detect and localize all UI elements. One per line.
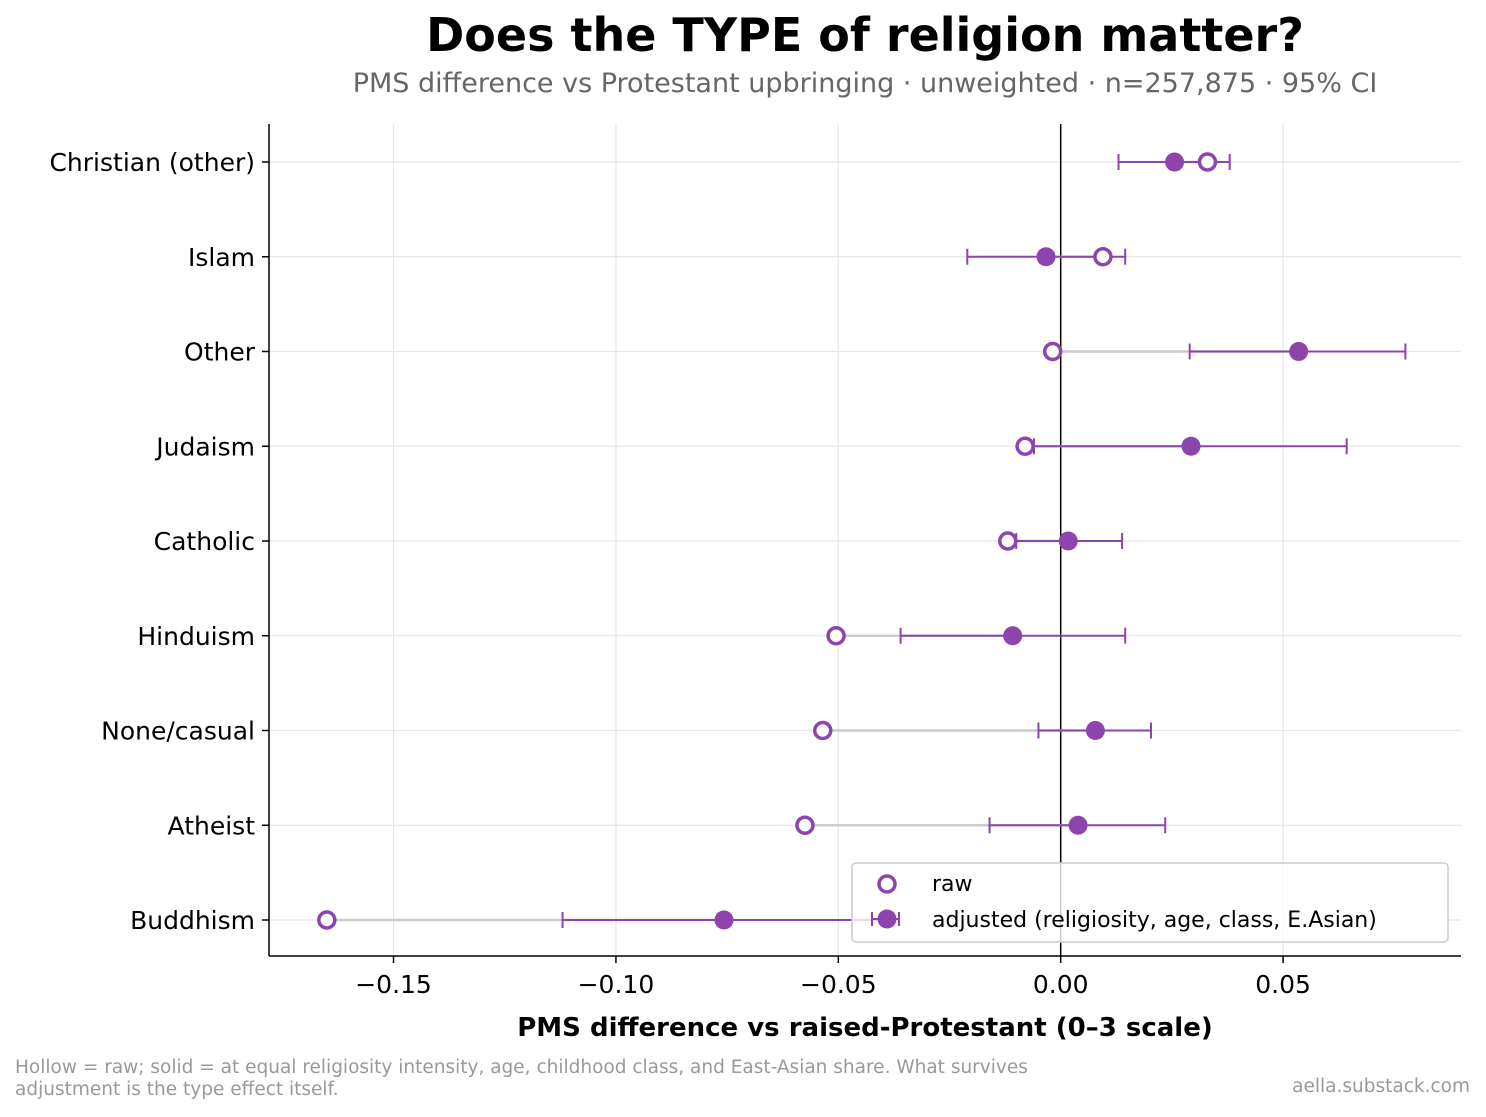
- x-axis-label: PMS difference vs raised-Protestant (0–3…: [517, 1013, 1212, 1043]
- y-tick-label-hinduism: Hinduism: [137, 622, 255, 651]
- footnote: Hollow = raw; solid = at equal religiosi…: [15, 1057, 1028, 1100]
- raw-point-atheist: [795, 815, 815, 835]
- y-tick-label-catholic: Catholic: [154, 527, 255, 556]
- legend-adjusted-marker: [877, 909, 897, 929]
- adjusted-point-hinduism: [1003, 626, 1023, 646]
- raw-point-judaism: [1015, 436, 1035, 456]
- raw-point-christian-other: [1197, 152, 1218, 172]
- x-tick-label: −0.10: [578, 970, 655, 999]
- y-tick-label-atheist: Atheist: [168, 811, 256, 840]
- y-tick-label-islam: Islam: [188, 243, 255, 272]
- adjusted-point-none-casual: [1085, 721, 1105, 740]
- adjusted-point-christian-other: [1165, 152, 1185, 172]
- raw-point-hinduism: [826, 626, 846, 646]
- y-tick-label-christian-other: Christian (other): [49, 148, 255, 177]
- adjusted-point-buddhism: [714, 910, 734, 930]
- y-tick-label-buddhism: Buddhism: [130, 906, 255, 935]
- legend-adjusted-label: adjusted (religiosity, age, class, E.Asi…: [932, 908, 1377, 933]
- raw-point-other: [1042, 341, 1063, 362]
- point-layer: [317, 152, 1309, 930]
- adjusted-point-catholic: [1058, 531, 1078, 551]
- chart-subtitle: PMS difference vs Protestant upbringing …: [352, 68, 1378, 99]
- x-tick-label: −0.15: [355, 970, 432, 999]
- raw-point-none-casual: [812, 720, 833, 741]
- chart-title: Does the TYPE of religion matter?: [426, 8, 1304, 62]
- legend-raw-marker: [877, 874, 897, 894]
- legend-frame: [851, 862, 1449, 943]
- legend-raw-label: raw: [932, 872, 973, 897]
- y-tick-label-judaism: Judaism: [154, 432, 255, 461]
- x-tick-label: 0.00: [1033, 970, 1089, 999]
- y-tick-label-other: Other: [184, 338, 256, 367]
- adjusted-point-islam: [1036, 247, 1056, 267]
- adjusted-point-judaism: [1181, 436, 1201, 456]
- x-tick-label: −0.05: [800, 970, 877, 999]
- y-tick-label-none-casual: None/casual: [101, 717, 255, 746]
- grid-layer: [269, 124, 1461, 956]
- x-tick-label: 0.05: [1255, 970, 1311, 999]
- adjusted-point-other: [1289, 342, 1309, 361]
- legend: raw adjusted (religiosity, age, class, E…: [851, 862, 1449, 943]
- axis-layer: −0.15 −0.10 −0.05 0.00 0.05 Christian (other)…: [49, 124, 1461, 1043]
- raw-point-buddhism: [317, 910, 337, 930]
- adjusted-point-atheist: [1068, 815, 1088, 835]
- credit: aella.substack.com: [1292, 1076, 1470, 1097]
- raw-point-catholic: [998, 531, 1018, 551]
- raw-point-islam: [1093, 247, 1113, 267]
